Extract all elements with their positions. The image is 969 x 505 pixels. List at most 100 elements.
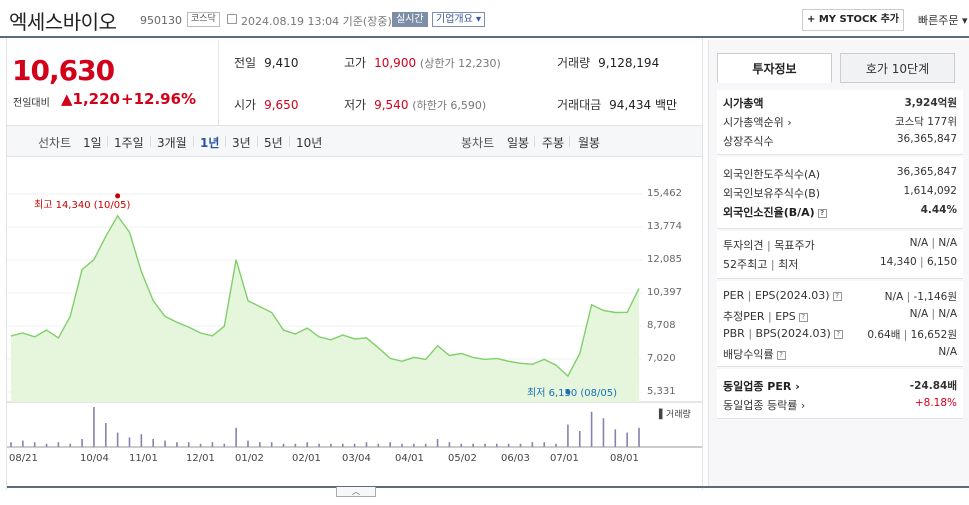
stat-label: 저가 [344, 98, 367, 112]
price-stats: 전일 9,410 고가 10,900 (상한가 12,230) 거래량 9,128,1… [218, 40, 702, 125]
price-line [10, 214, 640, 378]
stat-label: 거래대금 [557, 98, 602, 112]
volume-bar [33, 442, 36, 447]
help-icon[interactable]: ? [817, 208, 827, 218]
volume-bar [294, 443, 297, 447]
volume-bar [341, 443, 344, 447]
volume-bar [81, 439, 83, 447]
price-change: ▲1,220 [61, 90, 120, 108]
period-10y[interactable]: 10년 [296, 136, 323, 150]
price-chart-svg [7, 193, 702, 448]
change-label: 전일대비 [13, 98, 50, 109]
info-row-dividend: 배당수익률? N/A [723, 346, 957, 361]
info-row-pbr: PBR | BPS(2024.03)? 0.64배 | 16,652원 [723, 327, 957, 341]
x-tick: 10/04 [80, 453, 109, 464]
volume-bar [484, 443, 486, 447]
volume-bar [45, 443, 48, 447]
company-overview-dropdown[interactable]: 기업개요 ▾ [432, 12, 485, 27]
market-cap-section: 시가총액 3,924억원 시가총액순위 › 코스닥 177위 상장주식수 36,365… [717, 90, 963, 155]
volume-bar [176, 442, 178, 447]
period-1w[interactable]: 1주일 [114, 136, 144, 150]
volume-bar [413, 443, 415, 447]
stock-name: 엑세스바이오 [9, 10, 117, 34]
stat-value: 9,128,194 [598, 56, 660, 70]
info-row-est-per: 추정PER | EPS? N/A | N/A [723, 308, 957, 323]
main-panel [6, 38, 703, 490]
stock-code: 950130 [140, 14, 182, 27]
info-row-mcap-rank: 시가총액순위 › 코스닥 177위 [723, 116, 957, 129]
stat-value: 9,650 [264, 98, 299, 112]
stat-value: 94,434 [609, 98, 652, 112]
volume-bar [424, 443, 427, 447]
price-summary: 10,630 전일대비 ▲1,220 +12.96% [8, 40, 218, 125]
x-tick: 11/01 [129, 453, 158, 464]
period-1y[interactable]: 1년 [200, 136, 220, 150]
tab-order-book[interactable]: 호가 10단계 [840, 53, 955, 83]
volume-bar [22, 440, 24, 447]
volume-bar [330, 443, 332, 447]
info-row-foreign-limit: 외국인한도주식수(A) 36,365,847 [723, 166, 957, 181]
help-icon[interactable]: ? [798, 312, 808, 322]
y-tick: 12,085 [647, 254, 682, 265]
volume-bar [460, 443, 463, 447]
volume-bar [353, 443, 356, 447]
period-3y[interactable]: 3년 [232, 136, 251, 150]
volume-bar [187, 442, 190, 447]
x-tick: 01/02 [235, 453, 264, 464]
stock-header: 엑세스바이오 950130 코스닥 2024.08.19 13:04 기준(장중… [0, 0, 969, 38]
x-tick: 08/01 [610, 453, 639, 464]
volume-bar [270, 442, 273, 447]
volume-legend: ▌거래량 [659, 410, 691, 420]
price-chart: 15,462 13,774 12,085 10,397 8,708 7,020 … [7, 160, 702, 490]
quick-order-button[interactable]: 빠른주문 ▾ [918, 14, 968, 27]
y-tick: 15,462 [647, 188, 682, 199]
collapse-chart-button[interactable]: ︿ [336, 487, 376, 497]
realtime-badge[interactable]: 실시간 [392, 12, 428, 27]
info-row-mcap: 시가총액 3,924억원 [723, 97, 957, 110]
x-tick: 04/01 [395, 453, 424, 464]
market-badge: 코스닥 [187, 12, 220, 27]
volume-bar [57, 442, 60, 447]
period-5y[interactable]: 5년 [264, 136, 283, 150]
stat-volume: 거래량 9,128,194 [557, 54, 659, 71]
add-my-stock-button[interactable]: + MY STOCK 추가 [802, 9, 904, 31]
info-row-industry-per: 동일업종 PER › -24.84배 [723, 380, 957, 393]
period-1d[interactable]: 1일 [83, 136, 102, 150]
stat-label: 거래량 [557, 56, 591, 70]
help-icon[interactable]: ? [833, 329, 843, 339]
volume-bar [140, 434, 143, 447]
stat-high: 고가 10,900 (상한가 12,230) [344, 54, 501, 71]
help-icon[interactable]: ? [832, 291, 842, 301]
stat-label: 고가 [344, 56, 367, 70]
volume-bar [543, 442, 546, 447]
volume-bar [199, 443, 202, 447]
candle-daily[interactable]: 일봉 [507, 136, 530, 150]
stat-unit: 백만 [655, 98, 678, 112]
volume-bar [507, 443, 510, 447]
volume-bar [104, 423, 107, 447]
volume-bar [614, 429, 617, 447]
period-3m[interactable]: 3개월 [157, 136, 187, 150]
low-marker [565, 389, 571, 395]
x-tick: 02/01 [292, 453, 321, 464]
y-tick: 10,397 [647, 287, 682, 298]
valuation-section: PER | EPS(2024.03)? N/A | -1,146원 추정PER |… [717, 281, 963, 367]
stat-value: 10,900 [374, 56, 417, 70]
stat-prev-close: 전일 9,410 [234, 54, 298, 71]
stat-amount: 거래대금 94,434 백만 [557, 96, 677, 113]
current-price: 10,630 [12, 54, 115, 87]
volume-bar [259, 442, 261, 447]
volume-bar [93, 407, 95, 447]
candle-monthly[interactable]: 월봉 [578, 136, 601, 150]
stat-open: 시가 9,650 [234, 96, 298, 113]
stat-value: 9,410 [264, 56, 299, 70]
candle-chart-label: 봉차트 [461, 136, 495, 150]
info-tabs: 투자정보 호가 10단계 [717, 53, 963, 83]
investment-info-panel: 투자정보 호가 10단계 시가총액 3,924억원 시가총액순위 › 코스닥 177… [708, 40, 969, 486]
candle-weekly[interactable]: 주봉 [542, 136, 565, 150]
tab-investment-info[interactable]: 투자정보 [717, 53, 832, 83]
high-marker [115, 193, 121, 199]
volume-bar [567, 424, 569, 447]
help-icon[interactable]: ? [776, 350, 786, 360]
volume-bar [211, 442, 214, 447]
